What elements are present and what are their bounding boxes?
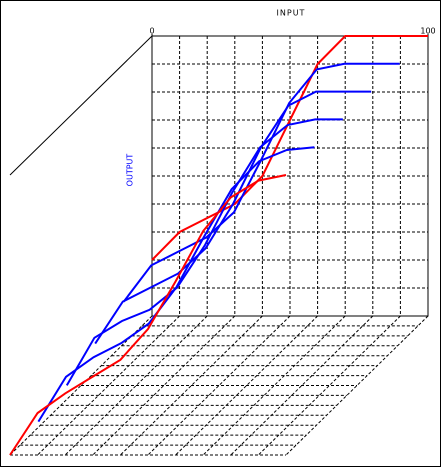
surface-line [94, 90, 372, 345]
floor-grid [64, 315, 208, 456]
surface-line [9, 174, 287, 456]
floor-grid [258, 315, 401, 456]
floor-grid [285, 315, 429, 456]
surface-line [151, 35, 428, 261]
x-tick-label: 100 [420, 27, 435, 36]
plot [9, 35, 428, 456]
floor-grid [147, 315, 291, 456]
floor-grid [9, 315, 153, 456]
wall-border [151, 35, 429, 317]
x-axis-label: INPUT [277, 9, 306, 18]
floor-grid [37, 315, 180, 456]
floor-grid [120, 315, 263, 456]
surface-line [37, 146, 315, 423]
floor-grid [175, 315, 318, 456]
side-edge [9, 35, 153, 176]
floor-grid [202, 315, 346, 456]
y-axis-label: OUTPUT [126, 154, 135, 187]
x-tick-label: 0 [149, 27, 154, 36]
floor-grid [92, 315, 236, 456]
floor-grid [230, 315, 374, 456]
surface-line [122, 62, 400, 303]
surface-line [65, 118, 343, 386]
